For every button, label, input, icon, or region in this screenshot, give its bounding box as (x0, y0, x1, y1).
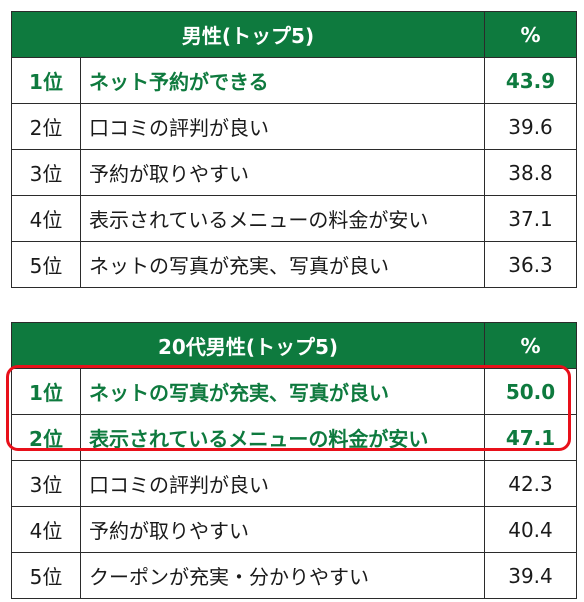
table-title: 20代男性(トップ5) (11, 322, 485, 369)
item-cell: 表示されているメニューの料金が安い (79, 195, 486, 242)
table-header-row: 男性(トップ5) % (10, 11, 578, 58)
percent-cell: 40.4 (484, 506, 577, 553)
item-cell: 表示されているメニューの料金が安い (80, 414, 485, 461)
table-row: 2位 表示されているメニューの料金が安い 47.1 (11, 414, 577, 461)
percent-cell: 38.8 (484, 149, 578, 196)
table-row: 3位 予約が取りやすい 38.8 (11, 149, 578, 196)
percent-cell: 39.6 (484, 103, 578, 150)
percent-cell: 37.1 (484, 195, 578, 242)
table-row: 4位 予約が取りやすい 40.4 (11, 506, 577, 553)
percent-cell: 42.3 (484, 460, 577, 507)
table-row: 1位 ネットの写真が充実、写真が良い 50.0 (11, 368, 577, 415)
item-cell: 口コミの評判が良い (79, 103, 486, 150)
table-header-row: 20代男性(トップ5) % (11, 322, 577, 369)
table-row: 2位 口コミの評判が良い 39.6 (11, 103, 578, 150)
rank-cell: 3位 (11, 149, 81, 196)
percent-cell: 39.4 (484, 552, 577, 599)
table-row: 4位 表示されているメニューの料金が安い 37.1 (11, 195, 578, 242)
rank-cell: 4位 (11, 506, 81, 553)
ranking-table-men-20s: 20代男性(トップ5) % 1位 ネットの写真が充実、写真が良い 50.0 2位… (11, 322, 577, 599)
table-row: 1位 ネット予約ができる 43.9 (11, 57, 578, 104)
percent-column-header: % (484, 322, 577, 369)
rank-cell: 5位 (11, 552, 81, 599)
table-row: 5位 ネットの写真が充実、写真が良い 36.3 (11, 241, 578, 288)
ranking-table-men: 男性(トップ5) % 1位 ネット予約ができる 43.9 2位 口コミの評判が良… (10, 11, 578, 288)
percent-cell: 47.1 (484, 414, 577, 461)
rank-cell: 2位 (11, 103, 81, 150)
rank-cell: 1位 (11, 368, 81, 415)
table-row: 5位 クーポンが充実・分かりやすい 39.4 (11, 552, 577, 599)
item-cell: クーポンが充実・分かりやすい (80, 552, 485, 599)
table-row: 3位 口コミの評判が良い 42.3 (11, 460, 577, 507)
rank-cell: 5位 (11, 241, 81, 288)
item-cell: ネットの写真が充実、写真が良い (79, 241, 486, 288)
rank-cell: 4位 (11, 195, 81, 242)
percent-column-header: % (484, 11, 578, 58)
percent-cell: 50.0 (484, 368, 577, 415)
item-cell: 予約が取りやすい (79, 149, 486, 196)
rank-cell: 3位 (11, 460, 81, 507)
percent-cell: 43.9 (484, 57, 578, 104)
item-cell: ネット予約ができる (79, 57, 486, 104)
item-cell: 予約が取りやすい (80, 506, 485, 553)
item-cell: ネットの写真が充実、写真が良い (80, 368, 485, 415)
percent-cell: 36.3 (484, 241, 578, 288)
rank-cell: 1位 (11, 57, 81, 104)
rank-cell: 2位 (11, 414, 81, 461)
table-title: 男性(トップ5) (10, 11, 486, 58)
item-cell: 口コミの評判が良い (80, 460, 485, 507)
